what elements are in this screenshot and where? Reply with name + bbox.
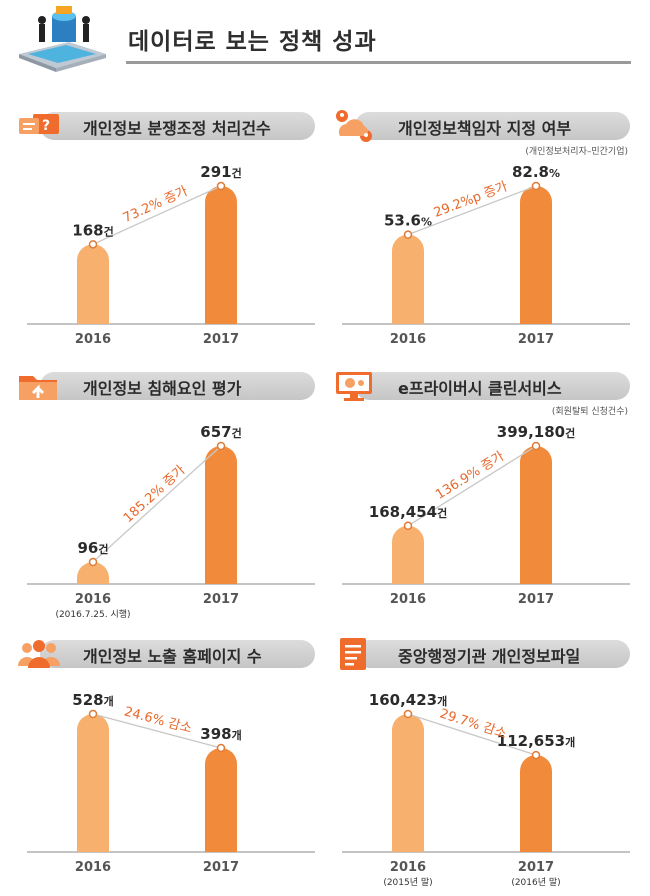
chart-eprivacy-clean: 168,454건 2016 399,180건 2017 136.9% 증가 <box>342 423 630 607</box>
x-tick-label: 2017 <box>203 860 239 875</box>
people-group-icon <box>18 640 60 668</box>
x-tick-sublabel: (2016.7.25. 시행) <box>55 608 130 620</box>
svg-text:?: ? <box>42 118 50 134</box>
monitor-gear-icon <box>336 372 372 401</box>
panel-title: 중앙행정기관 개인정보파일 <box>398 647 581 666</box>
dispute-alert-icon: ? <box>19 114 59 134</box>
x-tick-label: 2016 <box>75 592 111 607</box>
trend-connector <box>92 445 222 563</box>
change-label: 24.6% 감소 <box>122 704 193 736</box>
x-tick-label: 2016 <box>390 332 426 347</box>
bar <box>205 186 237 324</box>
page-title: 데이터로 보는 정책 성과 <box>128 29 377 55</box>
panel-dispute-mediation: ? 개인정보 분쟁조정 처리건수 168건 2016 291건 2017 73.2% 증… <box>15 112 325 362</box>
bar-top-marker <box>531 181 541 191</box>
value-label: 291건 <box>200 163 241 181</box>
trend-connector <box>407 185 537 236</box>
bar <box>205 747 237 852</box>
panel-note: (회원탈퇴 신청건수) <box>551 407 628 417</box>
value-label: 657건 <box>200 423 241 441</box>
value-label: 82.8% <box>512 163 560 181</box>
bar <box>77 244 109 324</box>
chart-privacy-files: 160,423개 2016(2015년 말) 112,653개 2017(2016년 … <box>342 691 630 888</box>
trend-connector <box>92 713 222 749</box>
value-label: 399,180건 <box>497 423 575 441</box>
change-label: 29.7% 감소 <box>438 706 509 741</box>
panel-eprivacy-clean: e프라이버시 클린서비스 (회원탈퇴 신청건수) 168,454건 2016 399… <box>330 372 640 622</box>
bar-top-marker <box>531 441 541 451</box>
bar <box>205 446 237 584</box>
value-label: 528개 <box>72 691 113 709</box>
value-label: 398개 <box>200 725 241 743</box>
panel-title: 개인정보책임자 지정 여부 <box>398 119 572 138</box>
data-analysis-illustration-icon <box>19 6 106 72</box>
x-tick-label: 2016 <box>390 860 426 875</box>
bar-top-marker <box>216 441 226 451</box>
x-tick-sublabel: (2016년 말) <box>511 876 560 888</box>
panel-title-bar <box>40 372 315 400</box>
x-tick-label: 2016 <box>390 592 426 607</box>
value-label: 160,423개 <box>369 691 447 709</box>
header-divider <box>126 61 631 64</box>
bar <box>520 186 552 324</box>
trend-connector <box>92 185 222 245</box>
bar <box>392 714 424 852</box>
x-tick-sublabel: (2015년 말) <box>383 876 432 888</box>
value-label: 168,454건 <box>369 503 447 521</box>
x-tick-label: 2017 <box>518 592 554 607</box>
x-tick-label: 2017 <box>203 332 239 347</box>
value-label: 53.6% <box>384 212 432 230</box>
trend-connector <box>407 445 537 527</box>
panel-title: 개인정보 침해요인 평가 <box>83 379 242 398</box>
document-icon <box>340 638 366 670</box>
panel-title-bar <box>40 640 315 668</box>
bar-top-marker <box>403 230 413 239</box>
value-label: 96건 <box>78 539 109 557</box>
bar-top-marker <box>88 557 98 567</box>
bar-top-marker <box>216 743 226 753</box>
panel-title-bar <box>40 112 315 140</box>
panel-title: 개인정보 노출 홈페이지 수 <box>83 647 262 666</box>
chart-impact-assessment: 96건 2016(2016.7.25. 시행) 657건 2017 185.2% 증가 <box>27 423 315 620</box>
change-label: 185.2% 증가 <box>121 463 189 526</box>
bar-top-marker <box>403 709 413 719</box>
chart-exposed-homepages: 528개 2016 398개 2017 24.6% 감소 <box>27 691 315 875</box>
bar <box>392 525 424 584</box>
panel-title: 개인정보 분쟁조정 처리건수 <box>83 119 271 138</box>
cloud-people-icon <box>336 110 372 142</box>
bar <box>520 755 552 852</box>
x-tick-label: 2016 <box>75 332 111 347</box>
panel-title-bar <box>355 112 630 140</box>
bar-top-marker <box>88 709 98 719</box>
trend-connector <box>407 713 537 756</box>
bar-top-marker <box>88 240 98 249</box>
x-tick-label: 2017 <box>518 860 554 875</box>
panel-title-bar <box>355 640 630 668</box>
value-label: 112,653개 <box>497 732 575 750</box>
bar <box>77 714 109 852</box>
x-tick-label: 2017 <box>518 332 554 347</box>
page-header: 데이터로 보는 정책 성과 <box>0 0 650 80</box>
panel-exposed-homepages: 개인정보 노출 홈페이지 수 528개 2016 398개 2017 24.6% 감소 <box>15 640 325 890</box>
folder-upload-icon <box>19 376 57 400</box>
bar-top-marker <box>531 750 541 760</box>
bar <box>77 562 109 584</box>
bar-top-marker <box>403 521 413 531</box>
panel-title: e프라이버시 클린서비스 <box>398 379 562 398</box>
panel-title-bar <box>355 372 630 400</box>
panel-privacy-files: 중앙행정기관 개인정보파일 160,423개 2016 (2015년 말) 112,6… <box>330 638 640 890</box>
panel-impact-assessment: 개인정보 침해요인 평가 96건 2016 (2016.7.25. 시행) 657건 2… <box>15 372 325 622</box>
bar <box>520 446 552 584</box>
bar-top-marker <box>216 181 226 191</box>
panel-note: (개인정보처리자–민간기업) <box>525 147 628 157</box>
value-label: 168건 <box>72 221 113 239</box>
x-tick-label: 2016 <box>75 860 111 875</box>
panel-privacy-officer: 개인정보책임자 지정 여부 (개인정보처리자–민간기업) 53.6% 2016 82… <box>330 110 640 362</box>
change-label: 136.9% 증가 <box>433 449 507 503</box>
x-tick-label: 2017 <box>203 592 239 607</box>
bar <box>392 234 424 324</box>
